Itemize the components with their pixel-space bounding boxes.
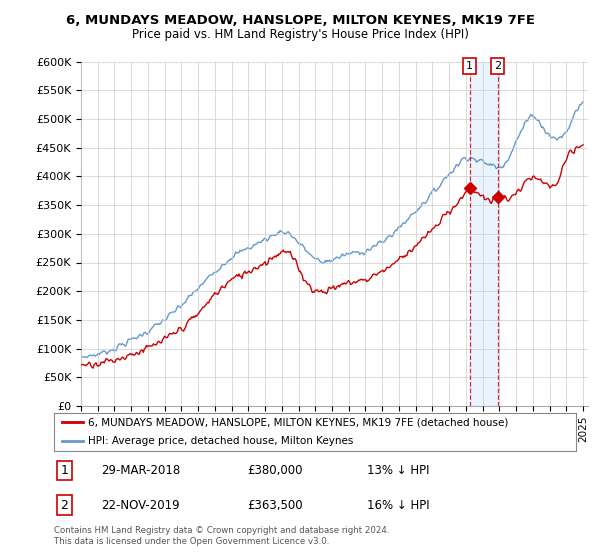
Text: 2: 2 [61, 498, 68, 512]
Text: Price paid vs. HM Land Registry's House Price Index (HPI): Price paid vs. HM Land Registry's House … [131, 28, 469, 41]
Text: £363,500: £363,500 [247, 498, 303, 512]
Text: Contains HM Land Registry data © Crown copyright and database right 2024.
This d: Contains HM Land Registry data © Crown c… [54, 526, 389, 546]
Text: 16% ↓ HPI: 16% ↓ HPI [367, 498, 430, 512]
Text: 29-MAR-2018: 29-MAR-2018 [101, 464, 180, 477]
Text: 6, MUNDAYS MEADOW, HANSLOPE, MILTON KEYNES, MK19 7FE: 6, MUNDAYS MEADOW, HANSLOPE, MILTON KEYN… [65, 14, 535, 27]
Text: 1: 1 [466, 61, 473, 71]
Text: 13% ↓ HPI: 13% ↓ HPI [367, 464, 430, 477]
Text: 22-NOV-2019: 22-NOV-2019 [101, 498, 179, 512]
Text: 2: 2 [494, 61, 501, 71]
Text: £380,000: £380,000 [247, 464, 302, 477]
Text: HPI: Average price, detached house, Milton Keynes: HPI: Average price, detached house, Milt… [88, 436, 353, 446]
Text: 6, MUNDAYS MEADOW, HANSLOPE, MILTON KEYNES, MK19 7FE (detached house): 6, MUNDAYS MEADOW, HANSLOPE, MILTON KEYN… [88, 417, 508, 427]
Text: 1: 1 [61, 464, 68, 477]
